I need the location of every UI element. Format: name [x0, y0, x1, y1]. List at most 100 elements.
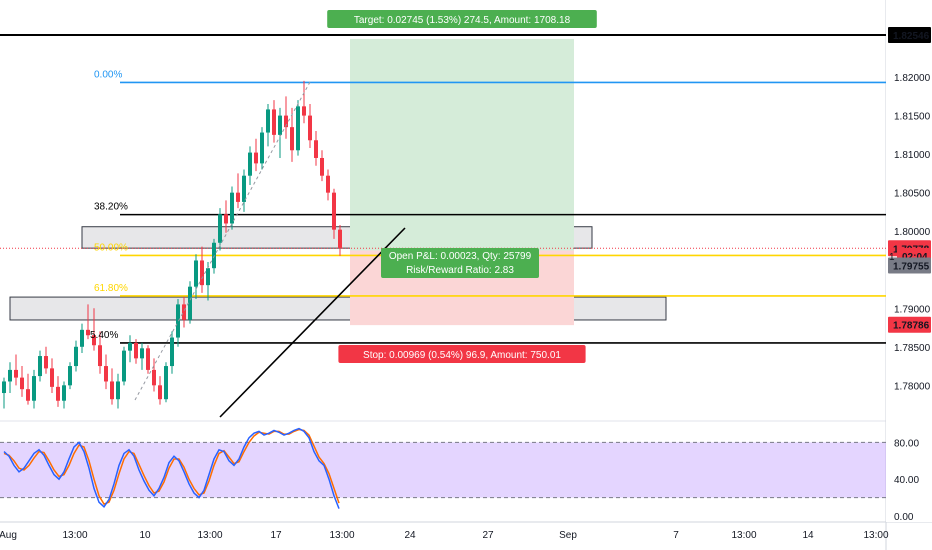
- candle-body: [14, 369, 18, 378]
- position-info-bg: [381, 248, 539, 278]
- candle-body: [248, 152, 252, 176]
- stoch-tick-label: 40.00: [894, 475, 919, 486]
- stop-label[interactable]: Stop: 0.00969 (0.54%) 96.9, Amount: 750.…: [338, 345, 586, 363]
- target-label-text: Target: 0.02745 (1.53%) 274.5, Amount: 1…: [354, 15, 571, 26]
- stoch-d-line: [3, 428, 340, 505]
- price-tick-label: 1.80500: [894, 189, 931, 200]
- target-label-bg: [327, 10, 597, 28]
- candle-body: [230, 192, 234, 224]
- candle-body: [152, 369, 156, 386]
- candle-body: [116, 381, 120, 400]
- candle-body: [170, 337, 174, 367]
- time-tick-label: 13:00: [329, 530, 354, 541]
- time-tick-label: 13:00: [197, 530, 222, 541]
- candle-body: [56, 386, 60, 401]
- time-tick-label: 13:00: [62, 530, 87, 541]
- candle-body: [92, 335, 96, 346]
- stoch-tick-label: 0.00: [894, 512, 914, 523]
- pnl-text: Open P&L: 0.00023, Qty: 25799: [389, 251, 532, 262]
- candle-body: [182, 304, 186, 320]
- candle-body: [272, 109, 276, 135]
- candle-body: [236, 192, 240, 202]
- price-tick-label: 1.78000: [894, 381, 931, 392]
- target-label[interactable]: Target: 0.02745 (1.53%) 274.5, Amount: 1…: [327, 10, 597, 28]
- candle-body: [206, 268, 210, 286]
- candle-body: [50, 368, 54, 387]
- candle-body: [38, 356, 42, 377]
- time-tick-label: 27: [482, 530, 494, 541]
- candle-body: [254, 152, 258, 164]
- candle-body: [86, 329, 90, 336]
- candle-body: [98, 345, 102, 367]
- candle-body: [320, 157, 324, 176]
- stoch-k-line: [3, 427, 340, 509]
- candle-body: [188, 286, 192, 320]
- position-profit-zone[interactable]: [350, 38, 574, 251]
- candle-body: [74, 346, 78, 367]
- candle-body: [314, 140, 318, 158]
- price-tag-prefix: 1: [889, 252, 895, 263]
- candle-body: [80, 329, 84, 347]
- fib-level-label: 5.40%: [90, 330, 118, 341]
- candle-body: [104, 366, 108, 382]
- time-tick-label: 14: [802, 530, 814, 541]
- price-tick-label: 1.80000: [894, 227, 931, 238]
- price-tick-label: 1.81500: [894, 112, 931, 123]
- price-tag-bg: [888, 26, 931, 43]
- candle-body: [242, 175, 246, 202]
- candle-body: [2, 381, 6, 394]
- candle-body: [158, 385, 162, 400]
- candle-body: [302, 106, 306, 116]
- candle-body: [260, 132, 264, 164]
- candle-body: [224, 214, 228, 224]
- candle-body: [122, 350, 126, 382]
- candle-body: [8, 369, 12, 382]
- candle-body: [332, 192, 336, 230]
- candle-body: [68, 366, 72, 386]
- time-tick-label: 17: [270, 530, 282, 541]
- candle-body: [308, 115, 312, 141]
- candle-body: [110, 381, 114, 400]
- candle-body: [200, 260, 204, 286]
- candle-body: [62, 385, 66, 401]
- candle-body: [194, 260, 198, 287]
- time-tick-label: 13:00: [863, 530, 888, 541]
- price-tag-text: 1.78786: [893, 321, 930, 332]
- candle-body: [128, 342, 132, 351]
- time-tick-label: 13:00: [731, 530, 756, 541]
- fib-trend-line: [134, 81, 311, 401]
- candle-body: [146, 348, 150, 370]
- time-tick-label: 10: [139, 530, 151, 541]
- price-tag-text: 1.79755: [893, 261, 930, 272]
- candle-body: [296, 106, 300, 151]
- candle-body: [176, 304, 180, 338]
- price-tick-label: 1.82000: [894, 73, 931, 84]
- candle-body: [338, 229, 342, 249]
- price-tick-label: 1.81000: [894, 150, 931, 161]
- candle-body: [290, 127, 294, 151]
- candle-body: [44, 356, 48, 369]
- stoch-tick-label: 80.00: [894, 438, 919, 449]
- time-tick-label: Aug: [0, 530, 17, 541]
- candle-body: [26, 389, 30, 401]
- candle-body: [164, 366, 168, 400]
- candle-body: [284, 115, 288, 128]
- price-tick-label: 1.79000: [894, 304, 931, 315]
- candle-body: [140, 348, 144, 359]
- position-info-box[interactable]: Open P&L: 0.00023, Qty: 25799 Risk/Reward…: [381, 248, 539, 278]
- risk-reward-text: Risk/Reward Ratio: 2.83: [406, 265, 514, 276]
- candle-body: [20, 377, 24, 390]
- candle-body: [32, 376, 36, 401]
- trend-line[interactable]: [219, 227, 406, 418]
- candle-body: [266, 109, 270, 133]
- stop-label-bg: [338, 345, 586, 363]
- stoch-band: [0, 442, 886, 498]
- price-tag: 1.78786: [888, 316, 931, 333]
- fib-level-label: 61.80%: [94, 283, 128, 294]
- candle-body: [218, 214, 222, 243]
- price-tag: 1.82546: [888, 26, 931, 43]
- fib-level-label: 0.00%: [94, 69, 122, 80]
- stop-label-text: Stop: 0.00969 (0.54%) 96.9, Amount: 750.…: [363, 350, 561, 361]
